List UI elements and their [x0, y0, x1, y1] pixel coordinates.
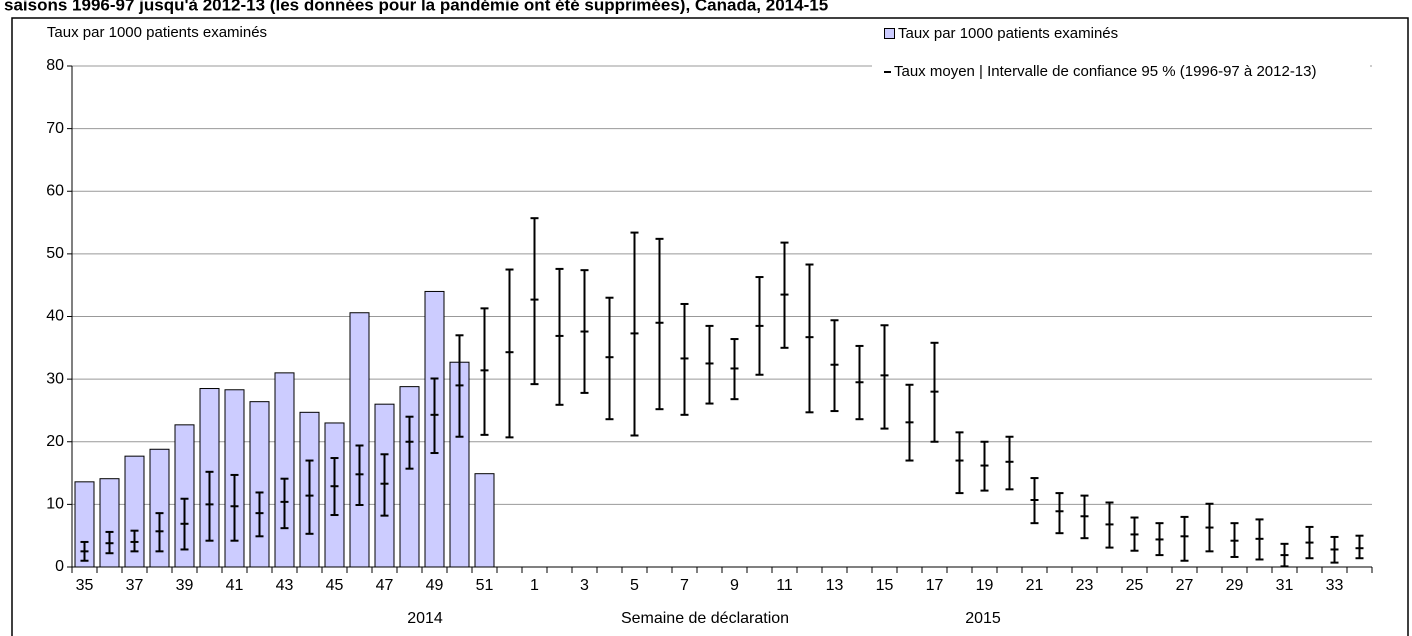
legend-item: Taux par 1000 patients examinés	[884, 25, 1119, 42]
year-label: 2014	[407, 610, 443, 627]
x-tick-label: 17	[926, 577, 944, 594]
x-tick-label: 49	[426, 577, 444, 594]
x-axis-title: Semaine de déclaration	[621, 610, 789, 627]
x-tick-label: 3	[580, 577, 589, 594]
y-tick-label: 20	[46, 433, 64, 450]
x-tick-label: 1	[530, 577, 539, 594]
bar	[274, 372, 295, 568]
y-tick-label: 70	[46, 120, 64, 137]
x-tick-label: 15	[876, 577, 894, 594]
x-tick-label: 9	[730, 577, 739, 594]
x-tick-label: 41	[226, 577, 244, 594]
legend-item: Taux moyen | Intervalle de confiance 95 …	[872, 63, 1370, 84]
x-tick-label: 27	[1176, 577, 1194, 594]
x-tick-label: 13	[826, 577, 844, 594]
legend-swatch	[884, 71, 891, 73]
x-tick-label: 31	[1276, 577, 1294, 594]
bar	[249, 401, 270, 568]
y-tick-label: 10	[46, 496, 64, 513]
year-label: 2015	[965, 610, 1001, 627]
chart-title: saisons 1996-97 jusqu'à 2012-13 (les don…	[4, 0, 828, 14]
x-tick-label: 43	[276, 577, 294, 594]
bar	[349, 312, 370, 568]
x-tick-label: 11	[776, 577, 793, 594]
x-tick-label: 29	[1226, 577, 1244, 594]
y-tick-label: 0	[55, 558, 64, 575]
bar	[474, 473, 495, 568]
y-tick-label: 30	[46, 370, 64, 387]
x-tick-label: 25	[1126, 577, 1144, 594]
x-tick-label: 21	[1026, 577, 1044, 594]
bar	[399, 386, 420, 568]
legend-label: Taux moyen | Intervalle de confiance 95 …	[894, 63, 1317, 80]
x-tick-label: 23	[1076, 577, 1094, 594]
x-tick-label: 39	[176, 577, 194, 594]
y-tick-label: 50	[46, 245, 64, 262]
x-tick-label: 51	[476, 577, 494, 594]
x-tick-label: 19	[976, 577, 994, 594]
legend-swatch	[884, 28, 895, 39]
x-tick-label: 45	[326, 577, 344, 594]
y-axis-title: Taux par 1000 patients examinés	[22, 24, 292, 41]
y-tick-label: 80	[46, 57, 64, 74]
y-tick-label: 40	[46, 308, 64, 325]
legend-label: Taux par 1000 patients examinés	[898, 25, 1119, 42]
y-tick-label: 60	[46, 182, 64, 199]
x-tick-label: 35	[76, 577, 94, 594]
x-tick-label: 7	[680, 577, 689, 594]
x-tick-label: 47	[376, 577, 394, 594]
x-tick-label: 37	[126, 577, 144, 594]
x-tick-label: 5	[630, 577, 639, 594]
x-tick-label: 33	[1326, 577, 1344, 594]
